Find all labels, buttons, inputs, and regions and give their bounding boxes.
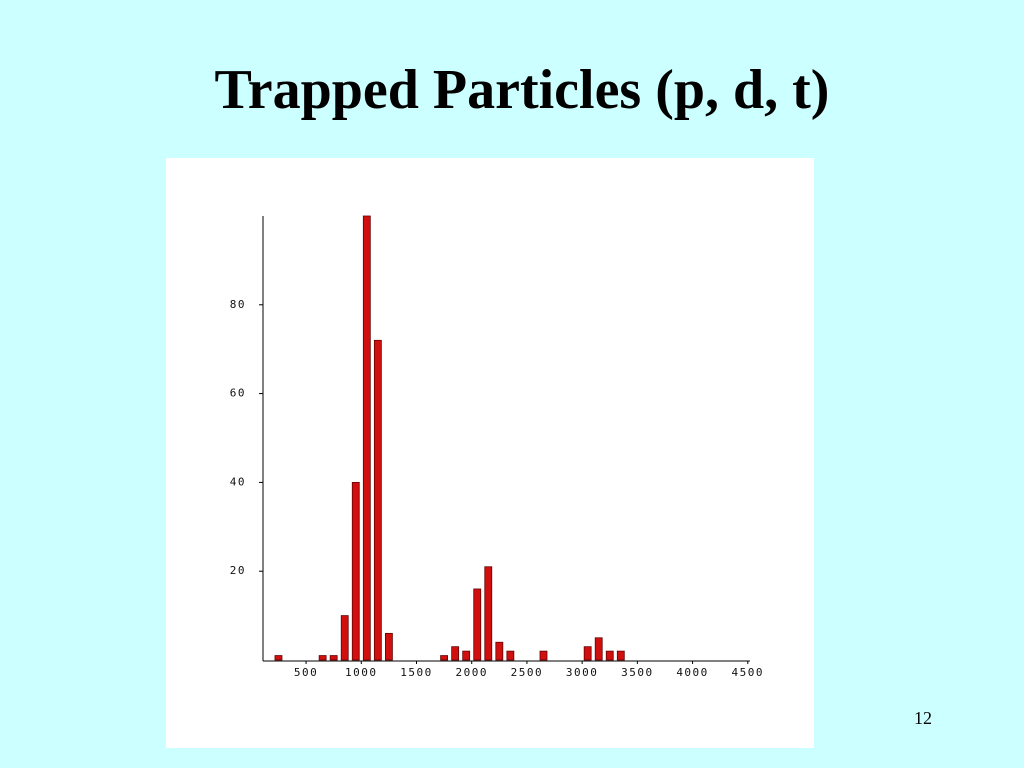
bar (605, 650, 614, 661)
slide-title: Trapped Particles (p, d, t) (214, 59, 830, 121)
bar (616, 650, 625, 661)
bar (473, 588, 482, 661)
x-tick-label: 1000 (345, 666, 378, 679)
x-tick-label: 500 (294, 666, 318, 679)
bar (484, 566, 493, 661)
y-tick-label: 60 (230, 387, 246, 400)
bar (318, 655, 327, 661)
x-tick-label: 2000 (455, 666, 488, 679)
bar (384, 632, 393, 661)
y-tick-label: 20 (230, 564, 246, 577)
x-tick-label: 1500 (400, 666, 433, 679)
bar (351, 481, 360, 661)
bar (373, 339, 382, 661)
page-number: 12 (914, 708, 932, 728)
x-tick-label: 3000 (566, 666, 599, 679)
bar (539, 650, 548, 661)
x-tick-label: 4000 (676, 666, 709, 679)
x-tick-label: 2500 (511, 666, 544, 679)
bar (362, 215, 371, 661)
x-tick-label: 3500 (621, 666, 654, 679)
bar (329, 655, 338, 661)
x-tick-label: 4500 (732, 666, 765, 679)
y-tick-label: 80 (230, 298, 246, 311)
bar (440, 655, 449, 661)
bar (274, 655, 283, 661)
bar (506, 650, 515, 661)
bar (340, 615, 349, 661)
bar (583, 646, 592, 661)
bar (451, 646, 460, 661)
y-tick-label: 40 (230, 475, 246, 488)
bar (495, 641, 504, 661)
bar (594, 637, 603, 661)
bar (462, 650, 471, 661)
